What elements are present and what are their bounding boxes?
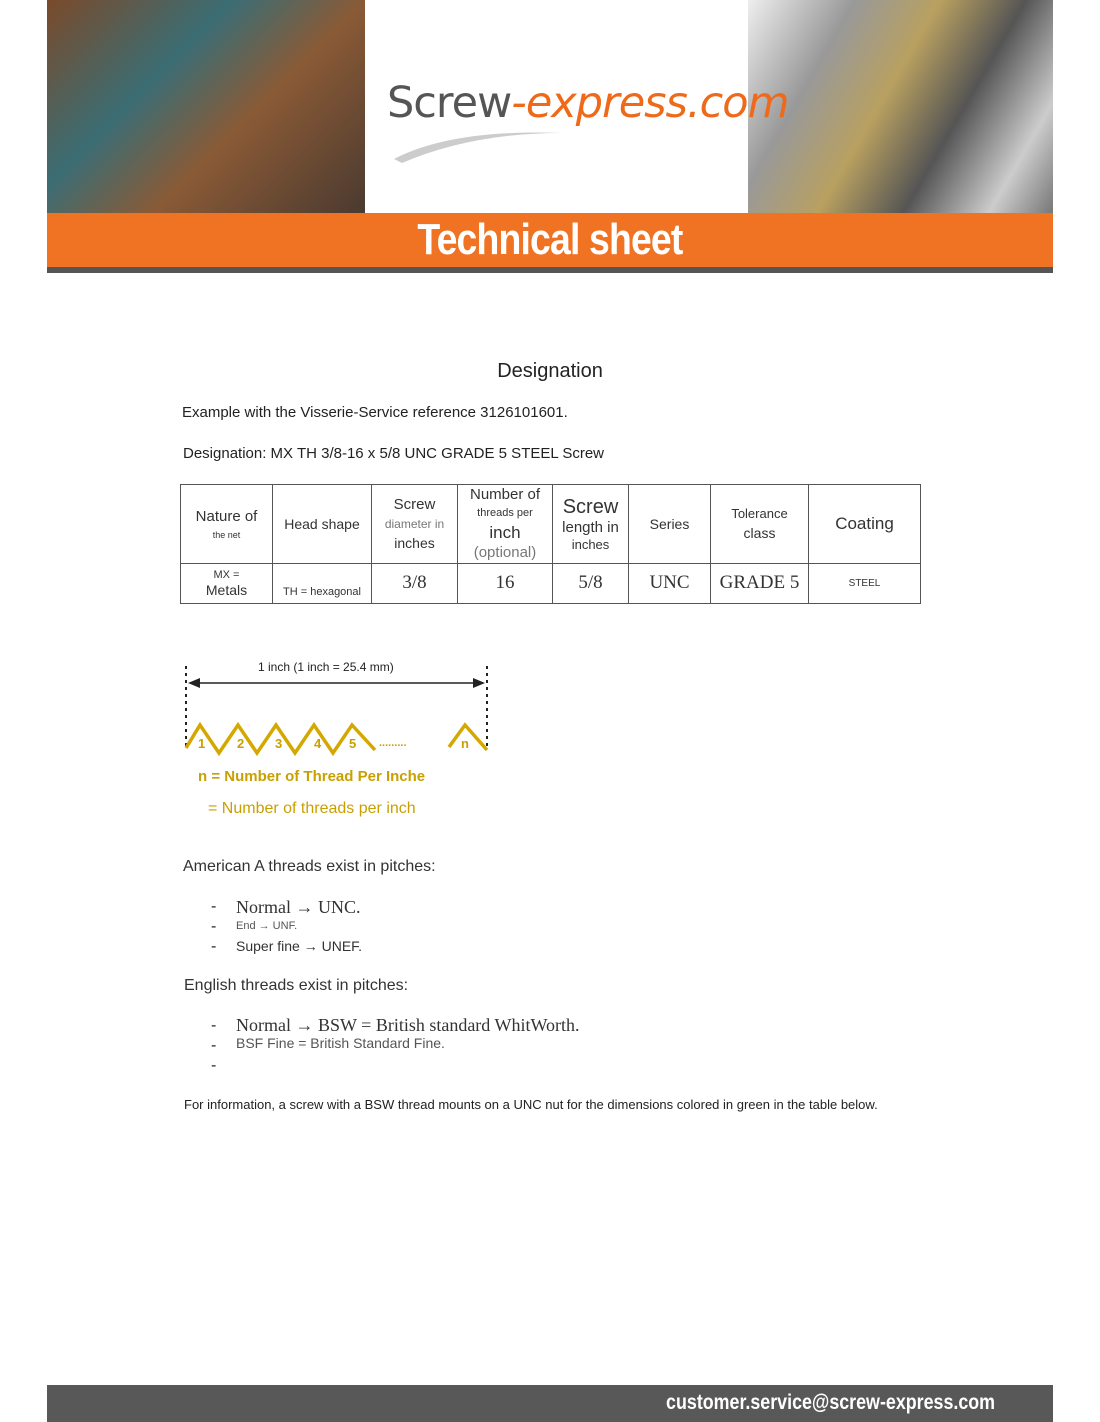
list-item: BSF Fine = British Standard Fine. <box>236 1035 445 1051</box>
header-banner: Screw-express.com Technical sheet <box>47 0 1053 273</box>
thread-label: 5 <box>349 736 357 751</box>
thread-label: 3 <box>275 736 283 751</box>
footer: customer.service@screw-express.com <box>47 1385 1053 1422</box>
american-heading: American A threads exist in pitches: <box>183 858 436 875</box>
list-item: Super fine → UNEF. <box>236 938 363 954</box>
header-cell: Screw length in inches <box>552 484 629 564</box>
thread-label: n <box>461 736 469 751</box>
thread-label: 4 <box>314 736 322 751</box>
english-heading: English threads exist in pitches: <box>184 977 409 994</box>
screws-photo <box>748 0 1053 213</box>
header-cell: Head shape <box>272 484 372 564</box>
intro-text: Example with the Visserie-Service refere… <box>182 404 568 421</box>
thread-diagram: 1 inch (1 inch = 25.4 mm) 1 2 3 4 5 n ..… <box>180 658 500 758</box>
cell: UNC <box>628 563 711 604</box>
header-cell: Tolerance class <box>710 484 809 564</box>
cell: 3/8 <box>371 563 458 604</box>
header-cell: Nature of the net <box>180 484 273 564</box>
cell: GRADE 5 <box>710 563 809 604</box>
list-item: End → UNF. <box>236 920 298 932</box>
thread-label: 1 <box>198 736 206 751</box>
footer-email[interactable]: customer.service@screw-express.com <box>666 1391 995 1414</box>
thread-label: 2 <box>237 736 245 751</box>
cell: 5/8 <box>552 563 629 604</box>
thread-definition: n = Number of Thread Per Inche <box>198 768 426 785</box>
logo-swoosh <box>394 132 562 163</box>
cell: MX = Metals <box>180 563 273 604</box>
title-band: Technical sheet <box>47 213 1053 267</box>
cell: STEEL <box>808 563 921 604</box>
cell: TH = hexagonal <box>272 563 372 604</box>
list-item: Normal → UNC. <box>236 897 361 917</box>
table-row: MX = Metals TH = hexagonal 3/8 16 5/8 UNC… <box>180 563 921 604</box>
header-cell: Series <box>628 484 711 564</box>
designation-text: Designation: MX TH 3/8-16 x 5/8 UNC GRAD… <box>183 445 604 462</box>
table-header-row: Nature of the net Head shape Screw diamete… <box>180 484 921 564</box>
banner-title: Technical sheet <box>417 215 683 264</box>
thread-definition-2: = Number of threads per inch <box>208 800 416 817</box>
span-label: 1 inch (1 inch = 25.4 mm) <box>258 660 394 674</box>
divider <box>47 267 1053 273</box>
logo: Screw-express.com <box>387 78 789 128</box>
tools-photo <box>47 0 365 213</box>
ellipsis: ......... <box>379 737 407 749</box>
page-title: Designation <box>497 360 603 382</box>
header-cell: Screw diameter in inches <box>371 484 458 564</box>
header-cell: Number of threads per inch (optional) <box>457 484 553 564</box>
thread-drawing <box>184 666 489 757</box>
list-item: Normal → BSW = British standard WhitWort… <box>236 1015 580 1035</box>
designation-table: Nature of the net Head shape Screw diamete… <box>180 484 921 604</box>
cell: 16 <box>457 563 553 604</box>
info-note: For information, a screw with a BSW thre… <box>184 1097 878 1112</box>
header-cell: Coating <box>808 484 921 564</box>
